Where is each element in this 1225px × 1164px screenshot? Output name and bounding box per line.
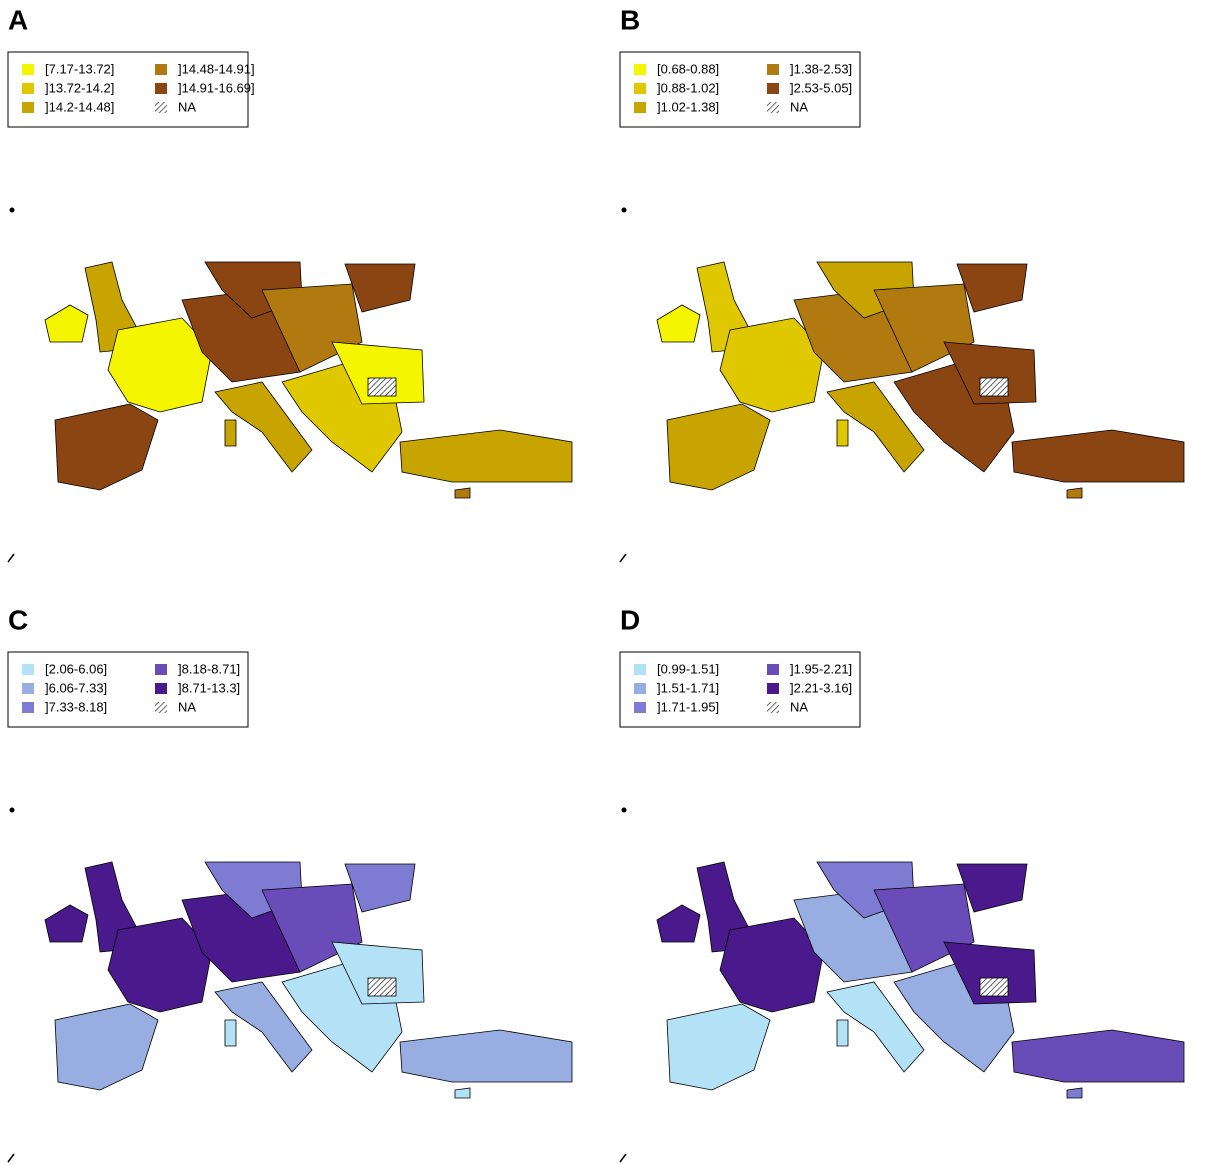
panel: B [0.68-0.88] ]0.88-1.02] ]1.02-1.38] ]1.38-… — [620, 4, 1184, 562]
map-region — [657, 305, 700, 342]
legend-label: ]8.71-13.3] — [178, 680, 240, 695]
legend-label: NA — [178, 99, 196, 114]
legend-label: ]7.33-8.18] — [45, 699, 107, 714]
legend-label: ]1.38-2.53] — [790, 61, 852, 76]
legend-label: [0.68-0.88] — [657, 61, 719, 76]
legend-swatch — [634, 664, 646, 675]
na-region — [980, 978, 1008, 996]
map-mark — [620, 1154, 626, 1162]
map-dot — [622, 208, 627, 213]
map-mark — [620, 554, 626, 562]
map-region — [657, 905, 700, 942]
legend-swatch — [155, 664, 167, 675]
legend-label: ]1.95-2.21] — [790, 661, 852, 676]
map-mark — [8, 554, 14, 562]
map-dot — [622, 808, 627, 813]
legend-swatch — [22, 102, 34, 113]
legend-label: ]0.88-1.02] — [657, 80, 719, 95]
legend-label: NA — [178, 699, 196, 714]
map-region — [400, 1030, 572, 1082]
legend-swatch — [634, 83, 646, 94]
panel-label: A — [8, 4, 28, 35]
legend-swatch — [634, 702, 646, 713]
legend-label: ]2.53-5.05] — [790, 80, 852, 95]
legend-label: NA — [790, 699, 808, 714]
map-region — [225, 420, 236, 446]
figure: A [7.17-13.72] ]13.72-14.2] ]14.2-14.48] ]14… — [0, 0, 1225, 1164]
legend-swatch — [767, 64, 779, 75]
legend-swatch — [22, 683, 34, 694]
legend-swatch — [155, 83, 167, 94]
legend-label: ]8.18-8.71] — [178, 661, 240, 676]
panel-label: C — [8, 604, 28, 635]
map-dot — [10, 808, 15, 813]
map-region — [455, 488, 470, 498]
legend-swatch — [634, 102, 646, 113]
na-region — [368, 378, 396, 396]
legend-label: ]1.51-1.71] — [657, 680, 719, 695]
legend-label: [0.99-1.51] — [657, 661, 719, 676]
map-region — [55, 1004, 158, 1090]
panel-label: B — [620, 4, 640, 35]
map-region — [1012, 1030, 1184, 1082]
legend-label: ]14.48-14.91] — [178, 61, 255, 76]
map-region — [225, 1020, 236, 1046]
legend-swatch — [767, 702, 779, 713]
map-region — [1067, 1088, 1082, 1098]
legend-swatch — [155, 64, 167, 75]
legend-swatch — [22, 664, 34, 675]
legend-label: ]1.02-1.38] — [657, 99, 719, 114]
legend-swatch — [767, 683, 779, 694]
map-mark — [8, 1154, 14, 1162]
map-region — [45, 905, 88, 942]
legend-swatch — [634, 64, 646, 75]
legend-swatch — [767, 83, 779, 94]
legend-swatch — [22, 83, 34, 94]
legend-swatch — [155, 702, 167, 713]
legend-label: NA — [790, 99, 808, 114]
map-region — [837, 1020, 848, 1046]
panel: A [7.17-13.72] ]13.72-14.2] ]14.2-14.48] ]14… — [8, 4, 572, 562]
panel-label: D — [620, 604, 640, 635]
map-region — [1012, 430, 1184, 482]
map-region — [400, 430, 572, 482]
legend-label: [7.17-13.72] — [45, 61, 114, 76]
legend-label: ]13.72-14.2] — [45, 80, 114, 95]
map-region — [45, 305, 88, 342]
legend-label: [2.06-6.06] — [45, 661, 107, 676]
legend-swatch — [767, 664, 779, 675]
panel: C [2.06-6.06] ]6.06-7.33] ]7.33-8.18] ]8.18-… — [8, 604, 572, 1162]
map-region — [667, 404, 770, 490]
map-region — [667, 1004, 770, 1090]
legend-label: ]14.2-14.48] — [45, 99, 114, 114]
legend-label: ]6.06-7.33] — [45, 680, 107, 695]
legend-swatch — [22, 702, 34, 713]
legend-swatch — [22, 64, 34, 75]
legend-swatch — [155, 102, 167, 113]
legend-swatch — [767, 102, 779, 113]
legend-label: ]1.71-1.95] — [657, 699, 719, 714]
legend-label: ]2.21-3.16] — [790, 680, 852, 695]
legend-swatch — [155, 683, 167, 694]
map-region — [837, 420, 848, 446]
legend-label: ]14.91-16.69] — [178, 80, 255, 95]
panel: D [0.99-1.51] ]1.51-1.71] ]1.71-1.95] ]1.95-… — [620, 604, 1184, 1162]
na-region — [368, 978, 396, 996]
na-region — [980, 378, 1008, 396]
map-dot — [10, 208, 15, 213]
map-region — [55, 404, 158, 490]
map-region — [455, 1088, 470, 1098]
legend-swatch — [634, 683, 646, 694]
map-region — [1067, 488, 1082, 498]
